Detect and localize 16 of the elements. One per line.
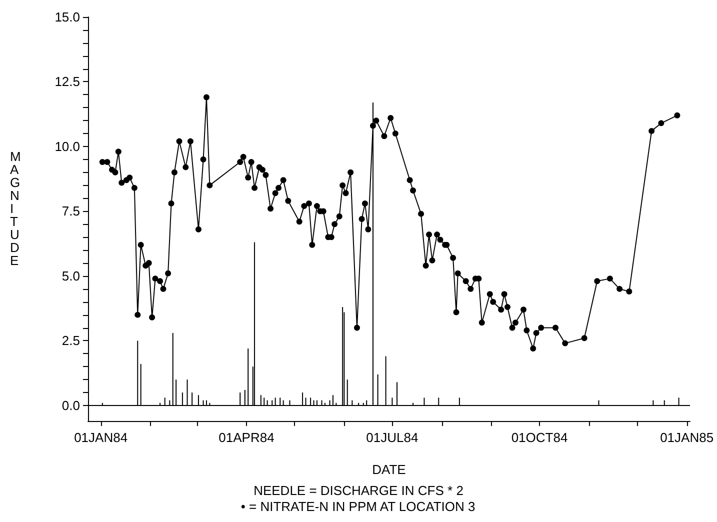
- y-tick-label: 12.5: [54, 74, 80, 90]
- y-tick-label: 0.0: [62, 398, 80, 413]
- x-tick-label: 01JAN85: [660, 430, 714, 445]
- y-tick-label: 15.0: [54, 10, 80, 24]
- x-tick-label: 01APR84: [218, 430, 274, 445]
- x-tick-label: 01OCT84: [511, 430, 568, 445]
- x-tick-label: 01JAN84: [74, 430, 128, 445]
- y-tick-label: 10.0: [54, 138, 80, 154]
- y-tick-label: 2.5: [62, 333, 80, 348]
- y-tick-label: 5.0: [62, 268, 80, 284]
- text: MAGNITUDE: [10, 149, 21, 268]
- y-tick-label: 7.5: [62, 204, 80, 219]
- text: • = NITRATE-N IN PPM AT LOCATION 3: [240, 499, 476, 514]
- text: NEEDLE = DISCHARGE IN CFS * 2: [254, 483, 464, 498]
- x-axis-title: DATE: [372, 462, 406, 477]
- x-tick-label: 01JUL84: [366, 430, 418, 445]
